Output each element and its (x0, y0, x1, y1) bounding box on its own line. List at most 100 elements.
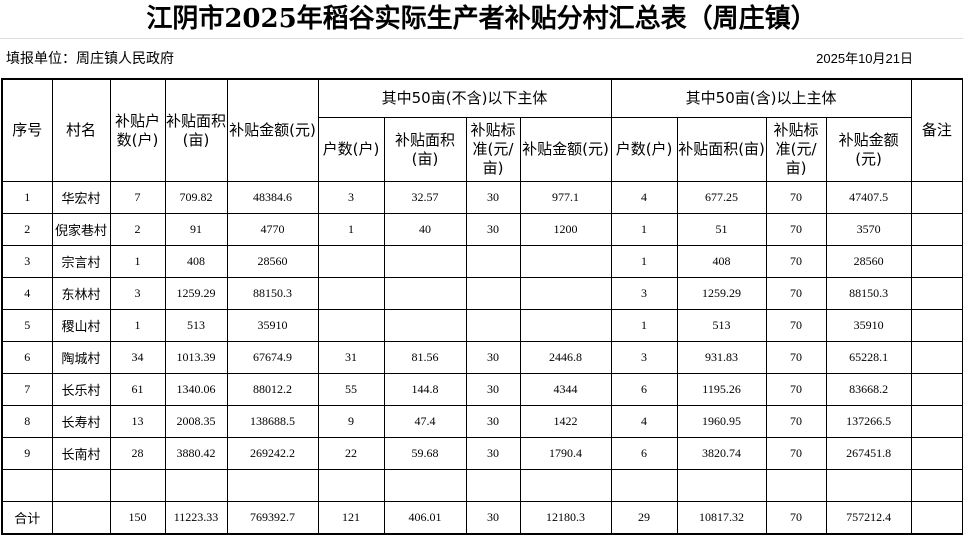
cell-above-amount: 3570 (825, 213, 912, 246)
cell-amount: 138688.5 (226, 405, 319, 438)
cell-below-households: 22 (317, 437, 385, 470)
cell-below-amount: 2446.8 (519, 341, 612, 374)
cell-village: 东林村 (51, 277, 111, 310)
cell-households: 1 (109, 245, 166, 278)
cell-above-rate: 70 (765, 341, 827, 374)
cell-above-households: 4 (610, 405, 678, 438)
cell-above-area: 677.25 (676, 181, 767, 214)
cell-seq: 合计 (1, 501, 53, 535)
header-remark: 备注 (910, 78, 963, 182)
cell-below-area (383, 469, 467, 502)
cell-remark (910, 277, 963, 310)
cell-seq: 6 (1, 341, 53, 374)
cell-area: 709.82 (164, 181, 228, 214)
cell-households: 3 (109, 277, 166, 310)
cell-below-households: 121 (317, 501, 385, 535)
header-group-below-50: 其中50亩(不含)以下主体 (317, 78, 612, 118)
cell-seq: 8 (1, 405, 53, 438)
cell-above-area: 51 (676, 213, 767, 246)
table-row: 9 长南村 28 3880.42 269242.2 22 59.68 30 1790.4 6 382… (1, 437, 963, 470)
cell-area: 1013.39 (164, 341, 228, 374)
cell-below-rate: 30 (465, 437, 521, 470)
cell-amount: 88012.2 (226, 373, 319, 406)
cell-above-amount: 47407.5 (825, 181, 912, 214)
cell-below-amount (519, 469, 612, 502)
cell-above-amount: 83668.2 (825, 373, 912, 406)
cell-below-rate: 30 (465, 373, 521, 406)
cell-households: 13 (109, 405, 166, 438)
cell-above-households: 29 (610, 501, 678, 535)
table-row: 8 长寿村 13 2008.35 138688.5 9 47.4 30 1422 4 1960.95… (1, 405, 963, 438)
cell-below-rate (465, 277, 521, 310)
cell-above-rate: 70 (765, 501, 827, 535)
cell-seq: 1 (1, 181, 53, 214)
cell-above-rate: 70 (765, 213, 827, 246)
table-row: 1 华宏村 7 709.82 48384.6 3 32.57 30 977.1 4 677.25 70… (1, 181, 963, 214)
cell-below-households (317, 469, 385, 502)
cell-below-rate (465, 309, 521, 342)
cell-households: 61 (109, 373, 166, 406)
cell-seq: 5 (1, 309, 53, 342)
cell-amount (226, 469, 319, 502)
cell-above-rate (765, 469, 827, 502)
cell-below-amount (519, 245, 612, 278)
cell-remark (910, 405, 963, 438)
cell-village: 宗言村 (51, 245, 111, 278)
cell-above-rate: 70 (765, 405, 827, 438)
cell-households: 1 (109, 309, 166, 342)
header-row: 序号 村名 补贴户数(户) 补贴面积(亩) 补贴金额(元) 其中50亩(不含)以… (1, 78, 963, 182)
header-seq: 序号 (1, 78, 53, 182)
cell-below-amount (519, 309, 612, 342)
cell-above-amount: 88150.3 (825, 277, 912, 310)
cell-above-area: 1960.95 (676, 405, 767, 438)
cell-below-amount: 1422 (519, 405, 612, 438)
cell-village: 倪家巷村 (51, 213, 111, 246)
cell-households: 150 (109, 501, 166, 535)
header-households: 补贴户数(户) (109, 78, 166, 182)
cell-above-amount: 137266.5 (825, 405, 912, 438)
cell-seq: 9 (1, 437, 53, 470)
table-row (1, 469, 963, 502)
cell-below-rate: 30 (465, 341, 521, 374)
cell-above-amount: 65228.1 (825, 341, 912, 374)
header-group-above-50: 其中50亩(含)以上主体 (610, 78, 912, 118)
cell-village (51, 501, 111, 535)
subheader-area: 补贴面积(亩) (676, 117, 767, 182)
cell-seq (1, 469, 53, 502)
cell-above-households: 1 (610, 245, 678, 278)
cell-amount: 35910 (226, 309, 319, 342)
cell-remark (910, 245, 963, 278)
cell-village: 稷山村 (51, 309, 111, 342)
cell-remark (910, 341, 963, 374)
cell-amount: 28560 (226, 245, 319, 278)
cell-below-area (383, 309, 467, 342)
cell-above-area: 408 (676, 245, 767, 278)
cell-above-amount: 35910 (825, 309, 912, 342)
cell-area: 3880.42 (164, 437, 228, 470)
cell-above-amount (825, 469, 912, 502)
cell-above-amount: 267451.8 (825, 437, 912, 470)
cell-remark (910, 181, 963, 214)
cell-village: 长乐村 (51, 373, 111, 406)
cell-seq: 3 (1, 245, 53, 278)
cell-village: 华宏村 (51, 181, 111, 214)
cell-above-area: 3820.74 (676, 437, 767, 470)
cell-below-amount: 1200 (519, 213, 612, 246)
header-amount: 补贴金额(元) (226, 78, 319, 182)
cell-above-households: 1 (610, 309, 678, 342)
cell-above-rate: 70 (765, 181, 827, 214)
cell-above-households: 3 (610, 277, 678, 310)
cell-above-area (676, 469, 767, 502)
cell-village: 陶城村 (51, 341, 111, 374)
subheader-rate: 补贴标准(元/亩) (465, 117, 521, 182)
cell-seq: 4 (1, 277, 53, 310)
cell-village: 长寿村 (51, 405, 111, 438)
cell-above-rate: 70 (765, 437, 827, 470)
cell-below-households: 3 (317, 181, 385, 214)
subheader-households: 户数(户) (610, 117, 678, 182)
cell-below-households (317, 245, 385, 278)
cell-amount: 4770 (226, 213, 319, 246)
total-row: 合计 150 11223.33 769392.7 121 406.01 30 12180.3 2… (1, 501, 963, 535)
cell-seq: 2 (1, 213, 53, 246)
cell-above-households: 4 (610, 181, 678, 214)
